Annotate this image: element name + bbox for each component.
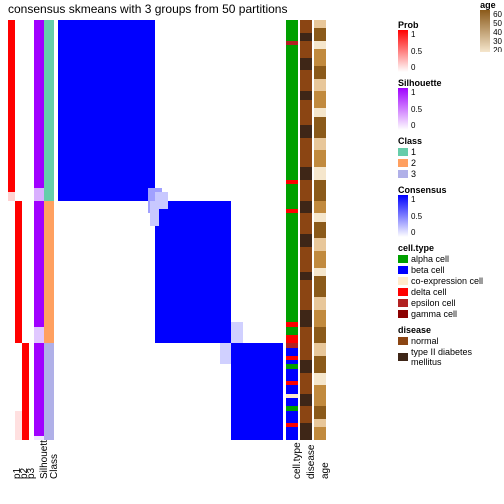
col-age: age xyxy=(314,20,326,440)
col-p1: p1 xyxy=(8,20,15,440)
legend-disease: diseasenormaltype II diabetes mellitus xyxy=(398,325,502,367)
legend-class: Class123 xyxy=(398,136,502,179)
col-disease: disease xyxy=(300,20,312,440)
plot-title: consensus skmeans with 3 groups from 50 … xyxy=(8,2,287,16)
legend-consensus: Consensus10.50 xyxy=(398,185,502,237)
legend-area: Prob10.50 Silhouette10.50 Class123 Conse… xyxy=(398,20,502,373)
legend-celltype: cell.typealpha cellbeta cellco-expressio… xyxy=(398,243,502,319)
plot-area: p1 p2 p3 Silhouette Class cell.type dise… xyxy=(8,20,388,440)
legend-silhouette: Silhouette10.50 xyxy=(398,78,502,130)
label-age: age xyxy=(320,462,331,479)
legend-age: age6050403020 xyxy=(480,0,502,52)
col-silhouette: Silhouette xyxy=(34,20,44,440)
label-p3: p3 xyxy=(26,468,37,479)
col-p3: p3 xyxy=(22,20,29,440)
label-celltype: cell.type xyxy=(292,442,303,479)
col-p2: p2 xyxy=(15,20,22,440)
col-celltype: cell.type xyxy=(286,20,298,440)
label-disease: disease xyxy=(306,445,317,479)
label-class: Class xyxy=(49,454,60,479)
col-class: Class xyxy=(44,20,54,440)
consensus-heatmap xyxy=(58,20,283,440)
